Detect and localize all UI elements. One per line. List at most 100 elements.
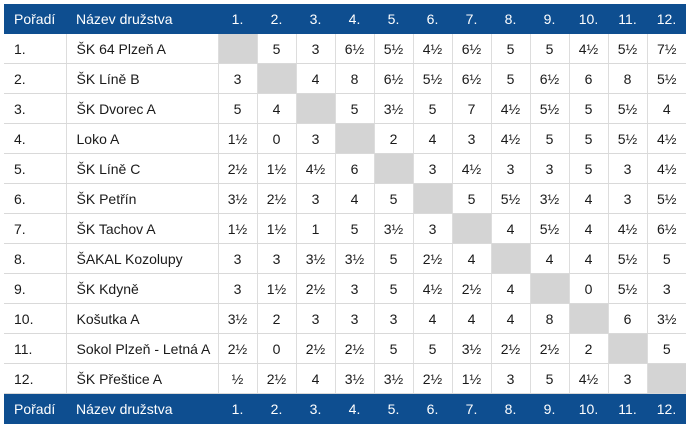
footer-col-4: 4. bbox=[335, 394, 374, 424]
header-col-4: 4. bbox=[335, 4, 374, 34]
score-cell: 4 bbox=[335, 184, 374, 214]
header-col-2: 2. bbox=[257, 4, 296, 34]
score-cell: 5 bbox=[413, 334, 452, 364]
footer-col-2: 2. bbox=[257, 394, 296, 424]
score-cell: 2½ bbox=[530, 334, 569, 364]
score-cell: ½ bbox=[218, 364, 257, 394]
score-cell: 3½ bbox=[218, 304, 257, 334]
row-rank: 10. bbox=[4, 304, 66, 334]
score-cell: 1½ bbox=[257, 214, 296, 244]
score-cell: 2½ bbox=[257, 364, 296, 394]
score-cell: 5½ bbox=[608, 124, 647, 154]
header-rank: Pořadí bbox=[4, 4, 66, 34]
score-cell: 3 bbox=[296, 184, 335, 214]
header-col-1: 1. bbox=[218, 4, 257, 34]
self-cell bbox=[413, 184, 452, 214]
score-cell: 2½ bbox=[491, 334, 530, 364]
self-cell bbox=[452, 214, 491, 244]
score-cell: 4 bbox=[296, 364, 335, 394]
score-cell: 5½ bbox=[530, 94, 569, 124]
score-cell: 5 bbox=[413, 94, 452, 124]
crosstable: Pořadí Název družstva 1.2.3.4.5.6.7.8.9.… bbox=[4, 4, 686, 418]
score-cell: 4½ bbox=[413, 274, 452, 304]
header-col-5: 5. bbox=[374, 4, 413, 34]
row-team-name: Košutka A bbox=[66, 304, 218, 334]
table-footer: Pořadí Název družstva 1.2.3.4.5.6.7.8.9.… bbox=[4, 394, 686, 424]
score-cell: 4 bbox=[491, 274, 530, 304]
footer-col-11: 11. bbox=[608, 394, 647, 424]
score-cell: 3½ bbox=[530, 184, 569, 214]
self-cell bbox=[296, 94, 335, 124]
score-cell: 5½ bbox=[491, 184, 530, 214]
results-table: Pořadí Název družstva 1.2.3.4.5.6.7.8.9.… bbox=[4, 4, 686, 424]
score-cell: 3 bbox=[218, 64, 257, 94]
score-cell: 5 bbox=[530, 364, 569, 394]
score-cell: 5½ bbox=[608, 94, 647, 124]
row-rank: 3. bbox=[4, 94, 66, 124]
score-cell: 4 bbox=[452, 304, 491, 334]
header-col-9: 9. bbox=[530, 4, 569, 34]
header-col-8: 8. bbox=[491, 4, 530, 34]
row-team-name: ŠK Tachov A bbox=[66, 214, 218, 244]
footer-col-6: 6. bbox=[413, 394, 452, 424]
score-cell: 2 bbox=[257, 304, 296, 334]
score-cell: 6½ bbox=[374, 64, 413, 94]
row-rank: 5. bbox=[4, 154, 66, 184]
score-cell: 3½ bbox=[218, 184, 257, 214]
score-cell: 8 bbox=[530, 304, 569, 334]
row-team-name: ŠK Kdyně bbox=[66, 274, 218, 304]
row-team-name: ŠK Líně C bbox=[66, 154, 218, 184]
score-cell: 6½ bbox=[452, 64, 491, 94]
score-cell: 5½ bbox=[647, 184, 686, 214]
footer-col-3: 3. bbox=[296, 394, 335, 424]
self-cell bbox=[608, 334, 647, 364]
score-cell: 2½ bbox=[257, 184, 296, 214]
score-cell: 4 bbox=[491, 304, 530, 334]
row-team-name: ŠK Petřín bbox=[66, 184, 218, 214]
score-cell: 3 bbox=[374, 304, 413, 334]
row-rank: 7. bbox=[4, 214, 66, 244]
score-cell: 7 bbox=[452, 94, 491, 124]
score-cell: 2½ bbox=[296, 274, 335, 304]
score-cell: 3 bbox=[296, 34, 335, 64]
score-cell: 0 bbox=[257, 124, 296, 154]
self-cell bbox=[569, 304, 608, 334]
score-cell: 3½ bbox=[452, 334, 491, 364]
score-cell: 3 bbox=[491, 364, 530, 394]
header-col-7: 7. bbox=[452, 4, 491, 34]
footer-rank: Pořadí bbox=[4, 394, 66, 424]
row-team-name: Sokol Plzeň - Letná A bbox=[66, 334, 218, 364]
score-cell: 5 bbox=[257, 34, 296, 64]
score-cell: 8 bbox=[608, 64, 647, 94]
score-cell: 2½ bbox=[452, 274, 491, 304]
score-cell: 4 bbox=[530, 244, 569, 274]
score-cell: 5 bbox=[335, 214, 374, 244]
score-cell: 4 bbox=[413, 304, 452, 334]
row-rank: 12. bbox=[4, 364, 66, 394]
header-col-10: 10. bbox=[569, 4, 608, 34]
score-cell: 1½ bbox=[218, 214, 257, 244]
score-cell: 3 bbox=[296, 124, 335, 154]
score-cell: 6½ bbox=[647, 214, 686, 244]
score-cell: 5½ bbox=[647, 64, 686, 94]
score-cell: 1 bbox=[296, 214, 335, 244]
self-cell bbox=[491, 244, 530, 274]
score-cell: 3 bbox=[608, 184, 647, 214]
score-cell: 6 bbox=[569, 64, 608, 94]
score-cell: 3½ bbox=[374, 94, 413, 124]
score-cell: 4½ bbox=[413, 34, 452, 64]
score-cell: 5 bbox=[491, 34, 530, 64]
row-rank: 11. bbox=[4, 334, 66, 364]
score-cell: 4½ bbox=[296, 154, 335, 184]
score-cell: 2½ bbox=[413, 244, 452, 274]
score-cell: 3 bbox=[296, 304, 335, 334]
row-rank: 2. bbox=[4, 64, 66, 94]
score-cell: 4 bbox=[296, 64, 335, 94]
score-cell: 2 bbox=[569, 334, 608, 364]
